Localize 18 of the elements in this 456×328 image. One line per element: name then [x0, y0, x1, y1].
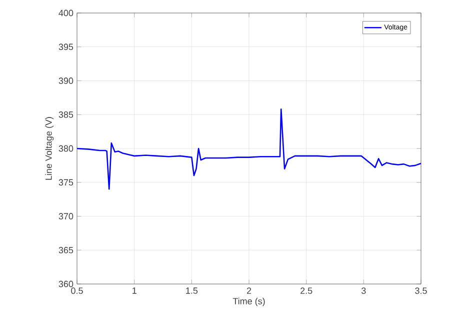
- y-tick-label: 375: [58, 179, 74, 186]
- y-tick-label: 400: [58, 10, 74, 16]
- y-tick-label: 390: [58, 78, 74, 84]
- y-tick-label: 360: [58, 280, 74, 288]
- x-tick-label: 2.5: [300, 288, 312, 294]
- x-tick-label: 2: [246, 288, 252, 294]
- y-tick-label: 380: [58, 145, 74, 152]
- y-tick-label: 385: [58, 111, 74, 118]
- y-tick-label: 395: [58, 44, 74, 50]
- x-tick-label: 0.5: [71, 288, 83, 294]
- x-tick-label: 1.5: [186, 288, 198, 294]
- y-axis-title: Line Voltage (V): [45, 117, 54, 180]
- x-axis-title: Time (s): [232, 298, 265, 306]
- x-tick-label: 3: [362, 288, 366, 294]
- x-tick-label: 3.5: [415, 288, 427, 294]
- y-tick-label: 365: [58, 246, 74, 254]
- x-tick-label: 1: [132, 288, 136, 294]
- y-tick-label: 370: [58, 213, 74, 220]
